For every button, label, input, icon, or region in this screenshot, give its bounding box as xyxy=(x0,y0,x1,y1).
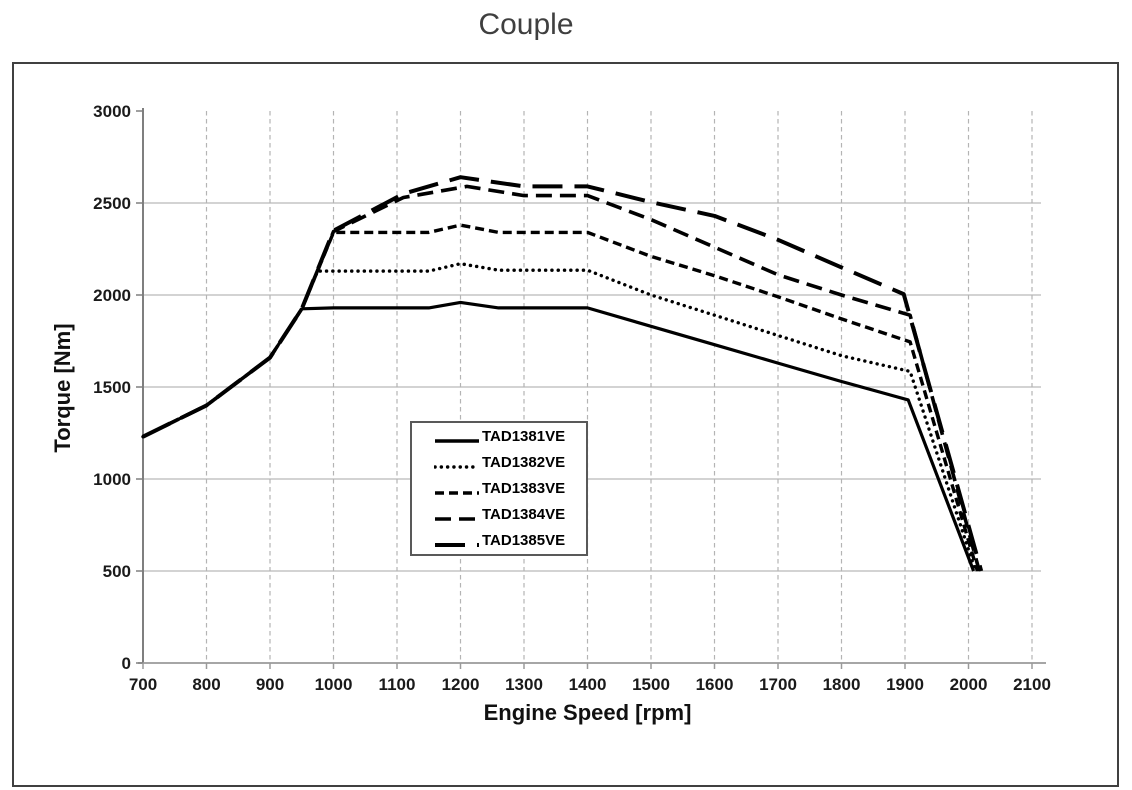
y-tick-label: 2000 xyxy=(93,286,131,305)
x-axis-title: Engine Speed [rpm] xyxy=(483,700,692,725)
x-tick-label: 1700 xyxy=(759,675,797,694)
chart-title: Couple xyxy=(478,8,574,41)
legend-label: TAD1383VE xyxy=(482,479,566,497)
legend-line-sample xyxy=(433,458,481,469)
legend-sample-canvas xyxy=(435,543,479,547)
legend-label: TAD1385VE xyxy=(482,531,566,549)
x-tick-label: 800 xyxy=(192,675,220,694)
legend-sample-canvas xyxy=(435,517,479,521)
legend-sample-canvas xyxy=(435,491,479,495)
x-tick-label: 1600 xyxy=(696,675,734,694)
legend-item: TAD1383VE xyxy=(412,475,586,501)
x-tick-label: 1800 xyxy=(823,675,861,694)
x-tick-label: 1500 xyxy=(632,675,670,694)
legend-line-sample xyxy=(434,484,480,495)
x-tick-label: 1900 xyxy=(886,675,924,694)
legend-item: TAD1385VE xyxy=(412,527,586,553)
legend-label: TAD1381VE xyxy=(482,427,566,445)
x-tick-label: 1200 xyxy=(442,675,480,694)
y-tick-label: 500 xyxy=(103,562,131,581)
x-tick-label: 2000 xyxy=(950,675,988,694)
legend-item: TAD1381VE xyxy=(412,423,586,449)
x-tick-label: 1000 xyxy=(315,675,353,694)
legend-line-sample xyxy=(434,510,480,521)
legend-line-sample xyxy=(434,536,480,547)
legend-label: TAD1382VE xyxy=(482,453,566,471)
legend-line-sample xyxy=(434,432,480,443)
legend-label: TAD1384VE xyxy=(482,505,566,523)
y-tick-label: 0 xyxy=(122,654,131,673)
legend-item: TAD1384VE xyxy=(412,501,586,527)
legend-box: TAD1381VE TAD1382VE TAD1383VE TAD1384VE … xyxy=(410,421,588,556)
x-tick-label: 1300 xyxy=(505,675,543,694)
x-tick-label: 1400 xyxy=(569,675,607,694)
y-tick-label: 1000 xyxy=(93,470,131,489)
x-tick-label: 700 xyxy=(129,675,157,694)
y-tick-label: 1500 xyxy=(93,378,131,397)
y-axis-title: Torque [Nm] xyxy=(50,323,75,453)
y-tick-label: 2500 xyxy=(93,194,131,213)
y-tick-label: 3000 xyxy=(93,102,131,121)
x-tick-label: 900 xyxy=(256,675,284,694)
legend-item: TAD1382VE xyxy=(412,449,586,475)
x-tick-label: 2100 xyxy=(1013,675,1051,694)
x-tick-label: 1100 xyxy=(379,675,416,694)
series-line-TAD1385VE xyxy=(142,175,984,572)
legend-sample-canvas xyxy=(435,439,479,443)
legend-sample-canvas xyxy=(433,465,481,469)
